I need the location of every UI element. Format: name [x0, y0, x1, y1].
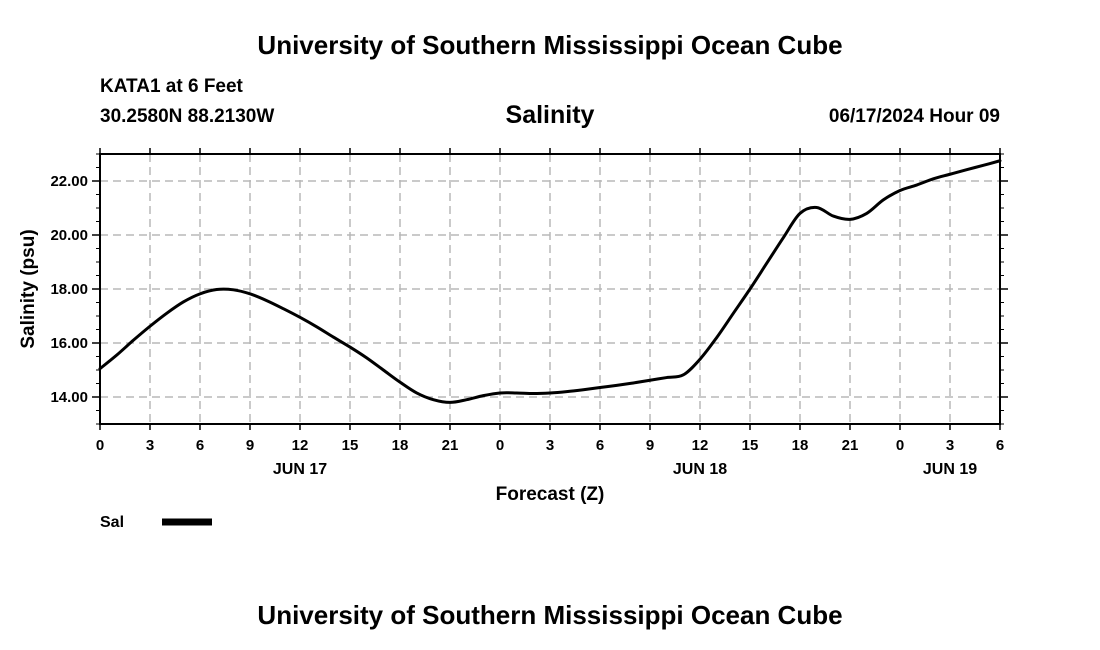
- x-tick-label: 3: [546, 437, 554, 454]
- x-axis-title: Forecast (Z): [496, 484, 605, 505]
- footer-title: University of Southern Mississippi Ocean…: [257, 600, 843, 630]
- station-label: KATA1 at 6 Feet: [100, 76, 243, 97]
- x-tick-label: 9: [246, 437, 254, 454]
- y-tick-label: 16.00: [50, 335, 88, 352]
- x-tick-label: 12: [692, 437, 709, 454]
- chart-title: Salinity: [505, 101, 595, 129]
- page-title: University of Southern Mississippi Ocean…: [257, 30, 843, 60]
- x-tick-label: 3: [146, 437, 154, 454]
- x-tick-label: 6: [596, 437, 604, 454]
- x-tick-label: 15: [742, 437, 759, 454]
- x-tick-label: 0: [896, 437, 904, 454]
- date-label: JUN 18: [673, 461, 727, 478]
- x-tick-label: 15: [342, 437, 359, 454]
- x-tick-label: 18: [392, 437, 409, 454]
- x-tick-label: 9: [646, 437, 654, 454]
- tick-labels: 0 3 6 9 12 15 18 21 0 3 6 9 12 15 18 21 0 3 6 JUN 17 JUN 18 J…: [50, 173, 1004, 478]
- date-label: JUN 17: [273, 461, 327, 478]
- x-tick-label: 18: [792, 437, 809, 454]
- date-label: JUN 19: [923, 461, 977, 478]
- x-tick-label: 0: [496, 437, 504, 454]
- x-tick-label: 6: [196, 437, 204, 454]
- x-tick-label: 6: [996, 437, 1004, 454]
- legend-label: Sal: [100, 514, 124, 531]
- station-coordinates: 30.2580N 88.2130W: [100, 106, 275, 127]
- y-tick-label: 14.00: [50, 389, 88, 406]
- x-tick-label: 12: [292, 437, 309, 454]
- x-tick-label: 3: [946, 437, 954, 454]
- y-tick-label: 22.00: [50, 173, 88, 190]
- plot-frame: [99, 153, 1001, 425]
- x-tick-label: 21: [842, 437, 859, 454]
- y-tick-label: 20.00: [50, 227, 88, 244]
- y-tick-label: 18.00: [50, 281, 88, 298]
- y-axis-title: Salinity (psu): [18, 229, 39, 348]
- series-layer: [98, 159, 1002, 404]
- forecast-run-time: 06/17/2024 Hour 09: [828, 106, 1000, 127]
- series-line-sal: [98, 159, 1002, 404]
- x-tick-label: 21: [442, 437, 459, 454]
- x-tick-label: 0: [96, 437, 104, 454]
- legend: Sal: [100, 514, 212, 531]
